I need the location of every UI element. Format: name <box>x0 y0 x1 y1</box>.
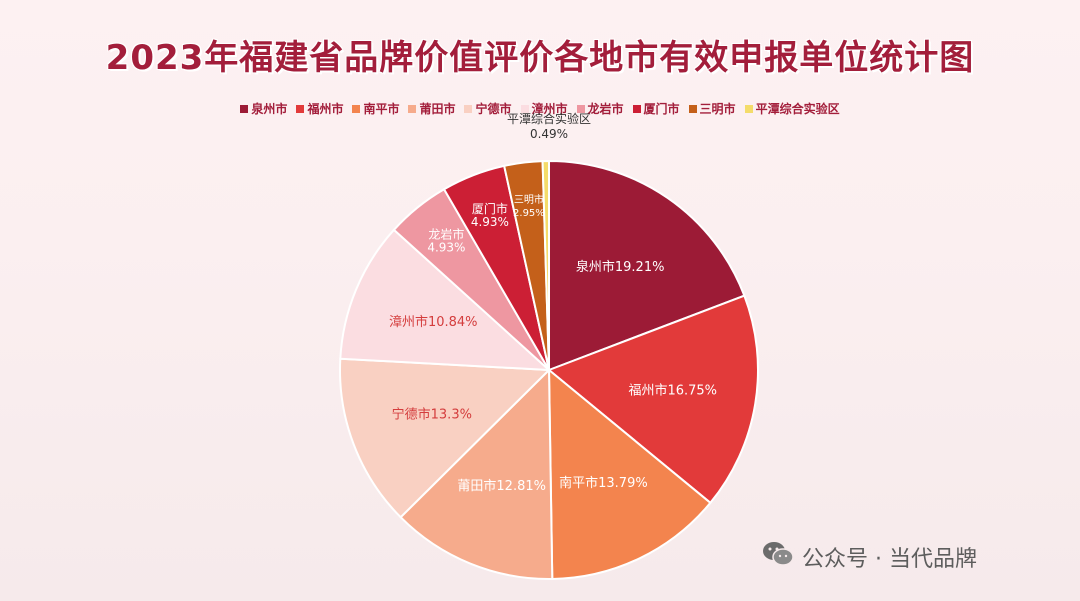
slice-label: 龙岩市 4.93% <box>427 226 465 254</box>
legend-swatch <box>520 104 529 113</box>
legend-item[interactable]: 平潭综合实验区 <box>744 100 840 117</box>
legend-swatch <box>632 104 641 113</box>
legend-swatch <box>464 104 473 113</box>
legend-swatch <box>240 104 249 113</box>
chart-legend: 泉州市 福州市 南平市 莆田市 宁德市 漳州市 龙岩市 厦门市 三明市 平潭综合实验区 <box>0 100 1080 117</box>
pie-slice[interactable] <box>339 228 552 372</box>
pie-slice[interactable] <box>547 367 712 580</box>
pie-slice[interactable] <box>399 367 554 580</box>
legend-label: 莆田市 <box>419 102 456 116</box>
legend-swatch <box>744 104 753 113</box>
pie-slice[interactable] <box>541 159 550 371</box>
slice-label: 漳州市10.84% <box>389 314 478 330</box>
legend-label: 平潭综合实验区 <box>755 102 840 116</box>
chart-title: 2023年福建省品牌价值评价各地市有效申报单位统计图 <box>105 38 975 78</box>
legend-item[interactable]: 厦门市 <box>632 100 680 117</box>
legend-label: 厦门市 <box>643 102 680 116</box>
legend-swatch <box>352 104 361 113</box>
slice-label: 福州市16.75% <box>628 382 717 398</box>
legend-item[interactable]: 宁德市 <box>464 100 512 117</box>
legend-item[interactable]: 三明市 <box>688 100 736 117</box>
slice-label: 平潭综合实验区 0.49% <box>507 111 591 141</box>
pie-slice[interactable] <box>547 294 759 505</box>
pie-slice[interactable] <box>339 357 552 519</box>
slice-label: 三明市 2.95% <box>513 193 545 219</box>
legend-swatch <box>296 104 305 113</box>
watermark-text: 公众号 · 当代品牌 <box>802 547 977 572</box>
legend-item[interactable]: 龙岩市 <box>576 100 624 117</box>
legend-label: 南平市 <box>363 102 400 116</box>
slice-label: 莆田市12.81% <box>457 478 546 494</box>
legend-label: 漳州市 <box>531 102 568 116</box>
legend-label: 龙岩市 <box>587 102 624 116</box>
legend-item[interactable]: 福州市 <box>296 100 343 117</box>
slice-label: 泉州市19.21% <box>576 259 665 275</box>
pie-slice[interactable] <box>548 159 746 372</box>
wechat-icon <box>762 540 794 574</box>
legend-item[interactable]: 漳州市 <box>520 100 568 117</box>
legend-swatch <box>408 104 417 113</box>
legend-label: 三明市 <box>699 102 736 116</box>
legend-label: 泉州市 <box>251 102 288 116</box>
legend-item[interactable]: 莆田市 <box>408 100 455 117</box>
watermark: 公众号 · 当代品牌 <box>762 540 977 574</box>
legend-item[interactable]: 泉州市 <box>240 100 287 117</box>
slice-label: 南平市13.79% <box>559 475 648 491</box>
legend-swatch <box>576 104 585 113</box>
slice-label: 宁德市13.3% <box>392 407 472 423</box>
slice-label: 厦门市 4.93% <box>471 201 509 229</box>
legend-label: 福州市 <box>307 102 344 116</box>
legend-swatch <box>688 104 697 113</box>
legend-item[interactable]: 南平市 <box>352 100 399 117</box>
legend-label: 宁德市 <box>475 102 512 116</box>
